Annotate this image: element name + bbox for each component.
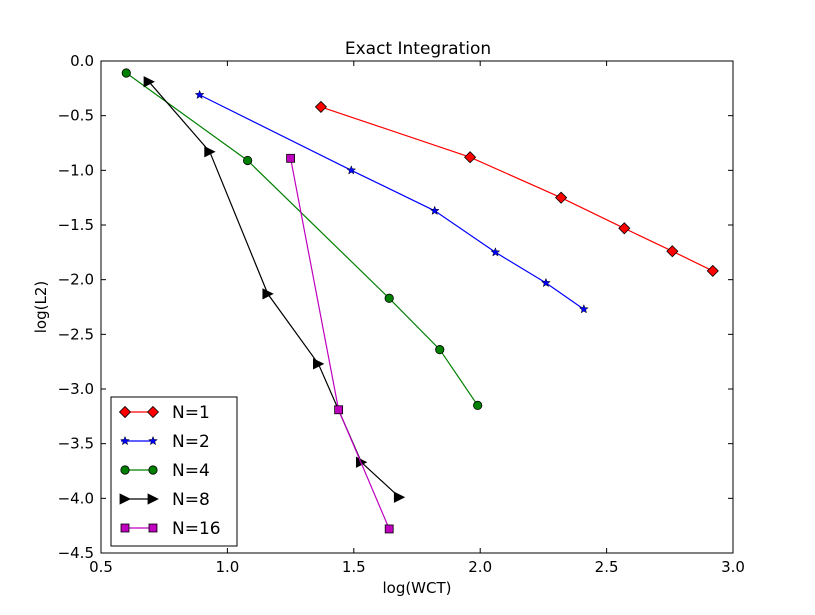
data-point [429,205,440,216]
data-point [314,100,328,113]
legend-item: N=4 [120,461,210,481]
legend-item: N=8 [119,490,210,510]
legend-marker [148,465,158,475]
series-line [320,106,714,272]
x-tick-label: 2.0 [468,558,492,576]
data-point [706,264,719,277]
series-line [125,72,479,406]
legend-marker [119,493,131,505]
series-n-16 [286,153,394,534]
legend-label: N=16 [172,519,221,539]
legend-marker [120,435,130,446]
x-tick-label: 3.0 [721,558,745,576]
data-point [243,155,253,166]
y-tick-label: −3.0 [58,380,94,398]
series-n-2 [194,89,589,314]
data-point [666,245,679,258]
legend: N=1 N=2 N=4 N=8 N=16 [110,396,238,547]
legend-marker [148,523,158,533]
data-point [143,76,155,88]
y-tick-label: −4.5 [58,544,94,562]
legend-label: N=1 [172,403,210,423]
legend-marker [147,493,159,505]
y-tick-label: −1.5 [58,216,94,234]
legend-item: N=2 [120,432,210,452]
y-tick-label: −4.0 [58,489,94,507]
legend-label: N=2 [172,432,210,452]
y-tick-label: −2.5 [58,325,94,343]
data-point [555,191,568,204]
x-tick-label: 1.5 [342,558,366,576]
data-point [490,247,501,257]
legend-marker [118,405,132,419]
data-point [384,524,394,534]
axis-ticks: 0.5 1.0 1.5 2.0 2.5 3.0 0.0 −0.5 −1.0 −1.5 −2.0 −2.… [58,52,745,576]
data-point [194,89,205,100]
data-point [578,303,589,314]
legend-item: N=1 [118,403,210,423]
data-point [286,153,296,163]
series-line [290,158,390,530]
series-n-1 [314,100,719,277]
chart-title: Exact Integration [345,39,491,59]
series-line [148,81,400,498]
data-point [262,288,274,300]
plot-series [121,68,719,534]
x-tick-label: 1.0 [215,558,239,576]
data-point [464,151,477,164]
data-point [313,358,325,370]
y-tick-label: −0.5 [58,107,94,125]
data-point [393,491,406,503]
data-point [435,345,445,355]
y-tick-label: −3.5 [58,435,94,453]
data-point [473,400,483,410]
data-point [540,277,551,288]
y-tick-label: −2.0 [58,271,94,289]
data-point [384,293,394,303]
legend-marker [146,405,160,419]
y-tick-label: −1.0 [58,161,94,179]
plot-frame [100,60,734,554]
x-axis-label: log(WCT) [382,579,451,597]
series-line [199,94,585,310]
y-axis-label: log(L2) [32,281,50,333]
data-point [334,405,344,415]
legend-item: N=16 [120,519,221,539]
series-n-4 [121,68,483,410]
data-point [204,146,216,158]
legend-marker [148,435,158,446]
x-tick-label: 0.5 [89,558,113,576]
data-point [346,165,357,175]
legend-marker [120,523,130,533]
legend-marker [120,465,130,475]
legend-label: N=8 [172,490,210,510]
series-n-8 [143,76,406,503]
data-point [618,222,631,235]
x-tick-label: 2.5 [595,558,619,576]
legend-box [110,396,238,547]
legend-label: N=4 [172,461,210,481]
data-point [121,68,131,78]
y-tick-label: 0.0 [70,52,94,70]
